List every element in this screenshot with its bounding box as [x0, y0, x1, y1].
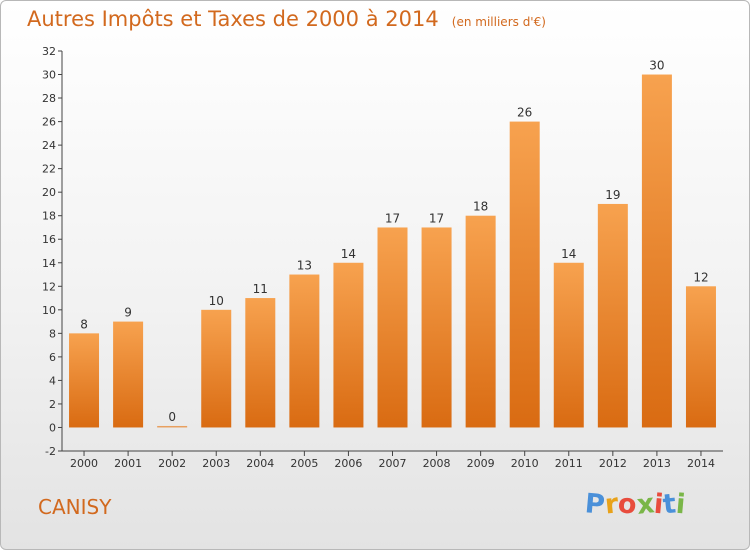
data-label-2006: 14 — [341, 247, 356, 261]
x-tick-label-2000: 2000 — [70, 457, 98, 470]
y-tick-label: 30 — [42, 69, 56, 82]
bar-2010 — [509, 121, 540, 428]
bar-2003 — [201, 309, 232, 428]
x-tick-label-2006: 2006 — [334, 457, 362, 470]
x-tick-label-2009: 2009 — [467, 457, 495, 470]
logo-letter: P — [583, 488, 607, 521]
data-label-2012: 19 — [605, 188, 620, 202]
data-label-2007: 17 — [385, 211, 400, 225]
bar-2008 — [421, 227, 452, 428]
place-name: CANISY — [38, 495, 112, 519]
x-tick-label-2001: 2001 — [114, 457, 142, 470]
data-label-2013: 30 — [649, 59, 664, 73]
x-tick-label-2011: 2011 — [555, 457, 583, 470]
y-tick-label: 4 — [49, 374, 56, 387]
y-tick-label: 0 — [49, 421, 56, 434]
logo-letter: i — [674, 488, 687, 521]
data-label-2008: 17 — [429, 211, 444, 225]
data-label-2005: 13 — [297, 259, 312, 273]
data-label-2010: 26 — [517, 106, 532, 120]
bar-2011 — [553, 262, 584, 428]
y-tick-label: 18 — [42, 210, 56, 223]
data-label-2009: 18 — [473, 200, 488, 214]
data-label-2000: 8 — [80, 317, 88, 331]
x-tick-label-2012: 2012 — [599, 457, 627, 470]
bar-2001 — [113, 321, 144, 428]
bar-2002 — [157, 425, 188, 428]
x-tick-label-2013: 2013 — [643, 457, 671, 470]
bar-2014 — [685, 286, 716, 428]
y-tick-label: 20 — [42, 186, 56, 199]
x-tick-label-2002: 2002 — [158, 457, 186, 470]
y-tick-label: 32 — [42, 45, 56, 58]
y-tick-label: 16 — [42, 233, 56, 246]
y-tick-label: 12 — [42, 280, 56, 293]
proxiti-logo: Proxiti — [583, 488, 687, 521]
bar-2012 — [597, 203, 628, 428]
title-row: Autres Impôts et Taxes de 2000 à 2014 (e… — [27, 7, 546, 31]
data-label-2014: 12 — [693, 270, 708, 284]
x-tick-label-2003: 2003 — [202, 457, 230, 470]
y-tick-label: 14 — [42, 257, 56, 270]
data-label-2002: 0 — [168, 410, 176, 424]
y-tick-label: -2 — [45, 445, 56, 458]
x-tick-label-2005: 2005 — [290, 457, 318, 470]
chart-title: Autres Impôts et Taxes de 2000 à 2014 — [27, 7, 439, 31]
y-tick-label: 26 — [42, 116, 56, 129]
bar-2006 — [333, 262, 364, 428]
bar-2000 — [69, 333, 100, 428]
data-label-2003: 10 — [209, 294, 224, 308]
bar-2009 — [465, 215, 496, 428]
y-tick-label: 6 — [49, 351, 56, 364]
bar-2005 — [289, 274, 320, 428]
y-tick-label: 10 — [42, 304, 56, 317]
bar-2007 — [377, 227, 408, 428]
bar-2013 — [641, 74, 672, 428]
data-label-2001: 9 — [124, 306, 132, 320]
y-tick-label: 8 — [49, 327, 56, 340]
x-tick-label-2007: 2007 — [379, 457, 407, 470]
data-label-2004: 11 — [253, 282, 268, 296]
y-tick-label: 22 — [42, 163, 56, 176]
chart-subtitle: (en milliers d'€) — [451, 15, 546, 29]
x-tick-label-2004: 2004 — [246, 457, 274, 470]
x-tick-label-2008: 2008 — [423, 457, 451, 470]
x-tick-label-2014: 2014 — [687, 457, 715, 470]
y-tick-label: 28 — [42, 92, 56, 105]
y-tick-label: 2 — [49, 398, 56, 411]
x-tick-label-2010: 2010 — [511, 457, 539, 470]
bar-2004 — [245, 298, 276, 428]
y-tick-label: 24 — [42, 139, 56, 152]
data-label-2011: 14 — [561, 247, 576, 261]
